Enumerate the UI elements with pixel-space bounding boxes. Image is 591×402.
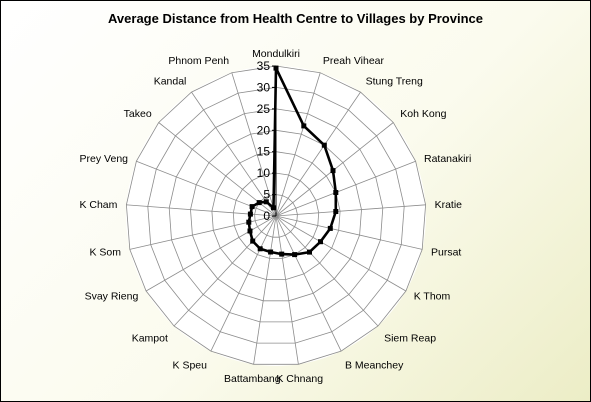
data-point-ratanakiri [333, 190, 339, 195]
category-label-takeo: Takeo [124, 108, 152, 120]
radial-tick-label: 20 [257, 123, 271, 137]
category-label-b-meanchey: B Meanchey [345, 359, 404, 371]
data-point-k-speu [257, 246, 263, 252]
category-label-ratanakiri: Ratanakiri [424, 153, 471, 165]
data-point-k-cham [247, 211, 253, 217]
radial-tick-label: 30 [257, 80, 271, 94]
data-point-svay-rieng [247, 228, 253, 234]
data-point-k-thom [318, 239, 323, 245]
category-label-stung-treng: Stung Treng [366, 76, 423, 88]
grid-ring [211, 151, 341, 281]
grid-ring [190, 129, 362, 302]
grid-spoke [231, 72, 277, 217]
grid-spoke [275, 215, 342, 352]
radial-tick-label: 25 [257, 102, 271, 116]
grid-spoke [158, 122, 277, 217]
data-point-battambang [268, 249, 274, 255]
grid-spoke [275, 215, 423, 250]
data-point-prey-veng [249, 204, 255, 210]
grid-ring [168, 108, 384, 323]
category-label-mondulkiri: Mondulkiri [252, 48, 300, 60]
category-label-siem-reap: Siem Reap [384, 333, 436, 345]
category-label-k-som: K Som [89, 246, 121, 258]
radial-tick-label: 15 [257, 145, 271, 159]
radial-tick-label: 35 [257, 59, 271, 73]
category-label-k-thom: K Thom [414, 291, 451, 303]
grid-ring [254, 194, 298, 238]
data-point-koh-kong [330, 168, 336, 174]
data-point-preah-vihear [301, 123, 307, 129]
data-point-mondulkiri [273, 65, 279, 71]
grid-spoke [210, 215, 277, 352]
data-point-k-som [246, 219, 252, 225]
grid-ring [125, 65, 427, 365]
data-point-takeo [256, 200, 262, 206]
data-point-kandal [263, 199, 269, 205]
data-point-siem-reap [307, 249, 312, 255]
series-line [247, 66, 338, 256]
chart-title: Average Distance from Health Centre to V… [108, 11, 483, 26]
grid-spoke [191, 91, 277, 217]
category-label-pursat: Pursat [431, 246, 461, 258]
radial-tick-label: 5 [263, 188, 270, 202]
grid-spoke [145, 215, 277, 292]
grid-spoke [275, 215, 379, 327]
category-label-kratie: Kratie [435, 199, 463, 211]
radial-tick-label: 0 [263, 209, 270, 223]
grid-spoke [275, 91, 361, 217]
category-label-prey-veng: Prey Veng [80, 153, 129, 165]
radial-tick-label: 10 [257, 166, 271, 180]
data-point-kratie [333, 209, 339, 214]
category-label-kandal: Kandal [154, 76, 187, 88]
data-point-pursat [327, 225, 333, 231]
grid-spoke [253, 215, 277, 365]
category-label-battambang: Battambang [224, 373, 281, 385]
grid-ring [232, 172, 320, 259]
data-point-stung-treng [321, 142, 327, 148]
grid-spoke [275, 215, 299, 365]
grid-ring [147, 86, 405, 344]
data-point-b-meanchey [292, 252, 298, 258]
grid-spoke [173, 215, 277, 327]
data-point-kampot [250, 238, 256, 244]
category-label-k-chnang: K Chnang [276, 373, 323, 385]
category-label-k-cham: K Cham [79, 199, 117, 211]
category-label-preah-vihear: Preah Vihear [323, 55, 385, 67]
category-label-svay-rieng: Svay Rieng [85, 291, 139, 303]
category-label-kampot: Kampot [132, 333, 168, 345]
category-label-k-speu: K Speu [173, 359, 208, 371]
data-point-phnom-penh [271, 205, 276, 211]
grid-spoke [275, 72, 321, 217]
grid-spoke [275, 204, 426, 217]
grid-spoke [129, 215, 277, 250]
category-label-phnom-penh: Phnom Penh [168, 55, 229, 67]
category-label-koh-kong: Koh Kong [400, 108, 446, 120]
grid-spoke [275, 160, 416, 217]
data-point-k-chnang [279, 251, 285, 257]
grid-spoke [275, 215, 407, 292]
